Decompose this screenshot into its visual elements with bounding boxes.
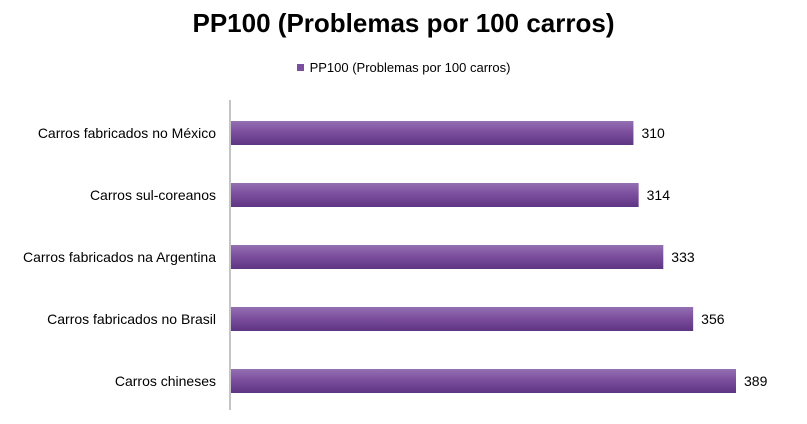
legend-label: PP100 (Problemas por 100 carros) <box>309 60 511 75</box>
data-label-0: 310 <box>641 125 665 141</box>
category-label-1: Carros sul-coreanos <box>90 187 216 203</box>
category-label-2: Carros fabricados na Argentina <box>23 249 216 265</box>
data-label-2: 333 <box>671 249 695 265</box>
bar-1 <box>231 183 639 207</box>
category-label-0: Carros fabricados no México <box>38 125 216 141</box>
data-label-4: 389 <box>744 373 768 389</box>
bars-layer: Carros fabricados no México 310 Carros sul… <box>23 121 768 393</box>
bar-4 <box>231 369 736 393</box>
data-label-3: 356 <box>701 311 725 327</box>
bar-0 <box>231 121 634 145</box>
category-label-4: Carros chineses <box>115 373 216 389</box>
data-label-1: 314 <box>647 187 671 203</box>
chart-title: PP100 (Problemas por 100 carros) <box>192 8 615 38</box>
legend: PP100 (Problemas por 100 carros) <box>0 60 807 75</box>
bar-2 <box>231 245 664 269</box>
bar-3 <box>231 307 694 331</box>
category-label-3: Carros fabricados no Brasil <box>47 311 216 327</box>
legend-swatch <box>296 64 304 72</box>
